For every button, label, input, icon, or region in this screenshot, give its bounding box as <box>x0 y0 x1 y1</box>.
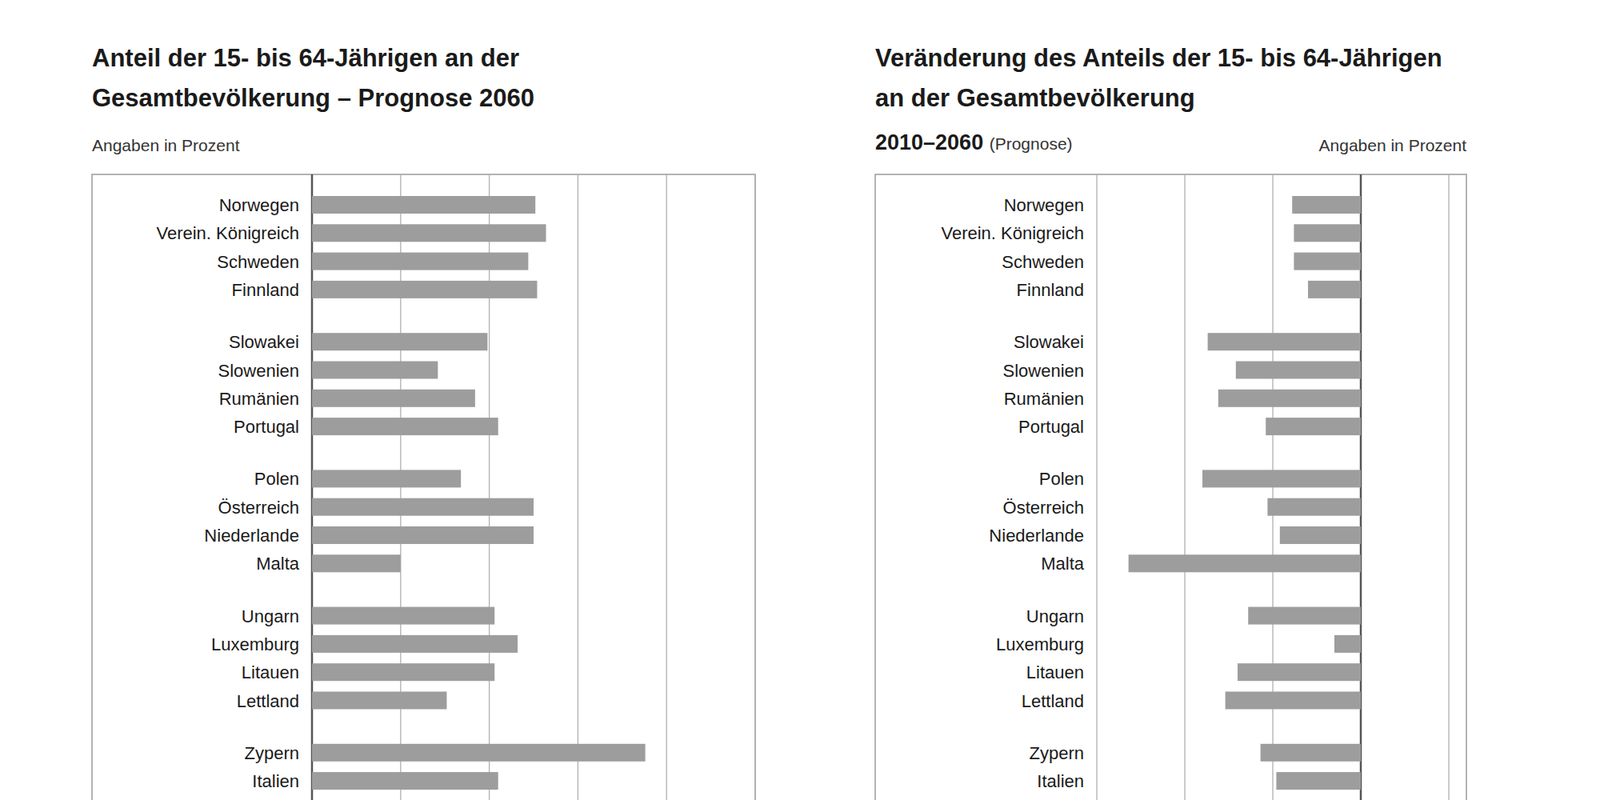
category-label: Zypern <box>1029 743 1084 764</box>
category-label: Polen <box>254 468 300 489</box>
bar <box>312 389 476 408</box>
bar <box>1276 772 1361 790</box>
category-label: Norwegen <box>219 195 300 216</box>
bar <box>1280 526 1361 544</box>
category-label: Polen <box>1039 468 1084 489</box>
chart-title: Veränderung des Anteils der 15- bis 64-J… <box>875 38 1452 119</box>
category-label: Slowakei <box>228 332 300 352</box>
category-label: Rumänien <box>219 388 300 409</box>
category-label: Italien <box>252 771 300 792</box>
bar <box>312 196 536 214</box>
category-label: Malta <box>256 553 300 574</box>
category-label: Finnland <box>1016 280 1084 300</box>
grid-line <box>577 174 579 800</box>
bar <box>1334 635 1361 653</box>
bar <box>312 663 495 681</box>
frame <box>92 174 756 800</box>
bar <box>1208 332 1361 351</box>
category-label: Niederlande <box>204 525 300 546</box>
bar <box>312 280 537 299</box>
bar <box>312 498 534 516</box>
category-label: Slowenien <box>217 360 300 381</box>
bars <box>1128 196 1361 790</box>
subtitle-note: (Prognose) <box>989 134 1073 153</box>
category-label: Lettland <box>236 691 300 712</box>
category-label: Litauen <box>1026 662 1084 683</box>
bar <box>312 692 447 710</box>
bar <box>1293 252 1361 271</box>
category-label: Österreich <box>218 497 300 518</box>
bar <box>312 744 646 762</box>
bar <box>1128 554 1361 572</box>
unit-label: Angaben in Prozent <box>92 136 240 156</box>
bar <box>312 772 499 790</box>
bar <box>312 554 401 572</box>
bar <box>312 417 499 436</box>
bar <box>1218 389 1361 408</box>
category-label: Lettland <box>1021 691 1084 712</box>
subtitle: 2010–2060 (Prognose) <box>875 130 1073 156</box>
category-label: Finnland <box>232 280 300 300</box>
bar <box>312 361 438 380</box>
bar <box>312 607 495 625</box>
category-label: Verein. Königreich <box>156 223 300 244</box>
bar <box>1267 498 1361 516</box>
category-label: Österreich <box>1003 497 1084 518</box>
bar <box>312 469 461 488</box>
frame <box>875 174 1467 800</box>
category-label: Niederlande <box>988 525 1084 546</box>
category-label: Portugal <box>1018 416 1084 437</box>
bar <box>1236 361 1361 380</box>
grid-line <box>1096 174 1097 800</box>
bar <box>1237 663 1361 681</box>
bar <box>1248 607 1361 625</box>
category-label: Ungarn <box>1026 606 1084 627</box>
chart-1: Norwegen Verein. Königreich Schweden Finnla… <box>875 174 1467 800</box>
bar <box>312 635 518 653</box>
bar <box>1202 469 1361 488</box>
bars <box>312 196 646 790</box>
category-label: Slowenien <box>1002 360 1084 381</box>
category-label: Malta <box>1040 553 1085 574</box>
category-label: Luxemburg <box>211 634 300 655</box>
subtitle-period: 2010–2060 <box>875 130 984 155</box>
bar <box>1293 224 1361 242</box>
bar <box>1292 196 1361 214</box>
grid-line <box>1184 174 1185 800</box>
bar <box>312 332 488 351</box>
bar <box>1265 417 1361 436</box>
bar <box>312 224 547 242</box>
category-label: Norwegen <box>1004 195 1084 216</box>
category-label: Luxemburg <box>996 634 1084 655</box>
category-label: Litauen <box>241 662 300 683</box>
bar <box>312 526 534 544</box>
category-label: Schweden <box>216 252 300 272</box>
chart-title: Anteil der 15- bis 64-Jährigen an der Ge… <box>92 38 668 119</box>
chart-canvas: Norwegen Verein. Königreich Schweden Finnla… <box>0 0 1600 800</box>
category-label: Italien <box>1036 771 1084 792</box>
bar <box>312 252 528 271</box>
category-label: Schweden <box>1001 252 1084 272</box>
category-label: Ungarn <box>241 606 300 627</box>
bar <box>1308 280 1361 299</box>
category-label: Portugal <box>233 416 300 437</box>
unit-label: Angaben in Prozent <box>1319 136 1467 156</box>
category-label: Rumänien <box>1004 388 1084 409</box>
category-label: Slowakei <box>1013 332 1084 352</box>
bar <box>1260 744 1361 762</box>
category-label: Zypern <box>244 743 300 764</box>
bar <box>1225 692 1361 710</box>
category-label: Verein. Königreich <box>940 223 1084 244</box>
grid-line <box>754 174 756 800</box>
chart-0: Norwegen Verein. Königreich Schweden Finnla… <box>92 174 756 800</box>
grid-line <box>666 174 668 800</box>
grid-line <box>1448 174 1449 800</box>
